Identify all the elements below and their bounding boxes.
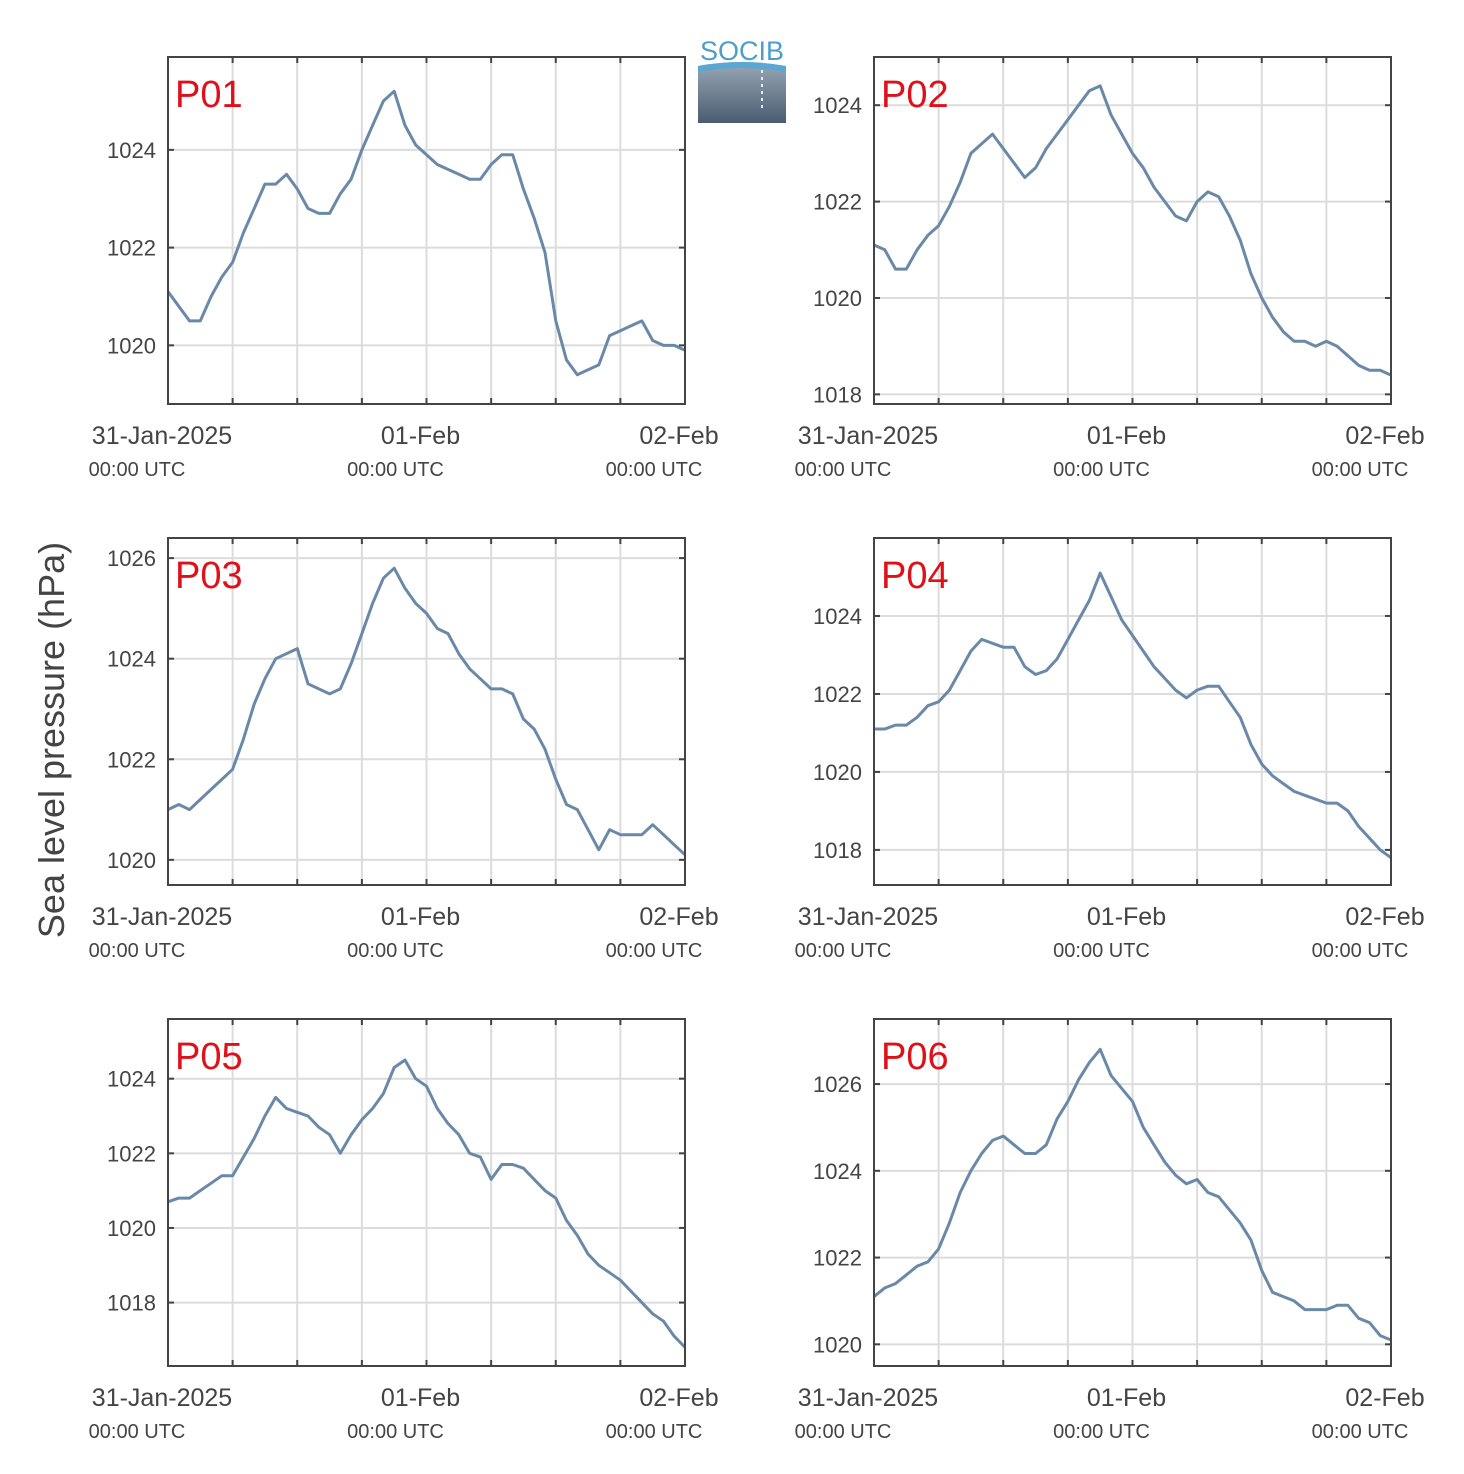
x-tick-time-label: 00:00 UTC bbox=[89, 459, 186, 481]
x-tick-time-label: 00:00 UTC bbox=[795, 940, 892, 962]
pressure-series-line bbox=[873, 84, 1392, 377]
y-tick-label: 1022 bbox=[107, 747, 156, 772]
x-tick-time-label: 00:00 UTC bbox=[606, 940, 703, 962]
x-tick-time-label: 00:00 UTC bbox=[606, 459, 703, 481]
y-tick-label: 1022 bbox=[813, 682, 862, 707]
pressure-series-line bbox=[167, 566, 687, 856]
x-tick-date-label: 31-Jan-2025 bbox=[798, 903, 938, 931]
x-tick-time-label: 00:00 UTC bbox=[795, 1421, 892, 1443]
y-tick-label: 1024 bbox=[813, 1159, 862, 1184]
x-tick-date-label: 02-Feb bbox=[1345, 422, 1424, 450]
x-tick-date-label: 31-Jan-2025 bbox=[92, 903, 232, 931]
panel-label: P05 bbox=[175, 1036, 243, 1078]
panels: 1020 1022 1024 31-Jan-2025 00:00 UTC 01-Feb 00… bbox=[89, 56, 1425, 1443]
panel-label: P04 bbox=[881, 555, 949, 597]
x-tick-date-label: 02-Feb bbox=[639, 903, 718, 931]
x-tick-date-label: 01-Feb bbox=[1087, 903, 1166, 931]
y-tick-label: 1020 bbox=[107, 1216, 156, 1241]
x-tick-time-label: 00:00 UTC bbox=[795, 459, 892, 481]
y-tick-label: 1018 bbox=[813, 838, 862, 863]
panel-p03: 1020 1022 1024 1026 31-Jan-2025 00:00 UTC 01-F… bbox=[89, 537, 719, 962]
y-tick-label: 1020 bbox=[107, 848, 156, 873]
pressure-series-line bbox=[874, 571, 1392, 859]
panel-label: P06 bbox=[881, 1036, 949, 1078]
y-tick-label: 1020 bbox=[813, 1332, 862, 1357]
y-tick-label: 1020 bbox=[813, 760, 862, 785]
x-tick-date-label: 01-Feb bbox=[381, 422, 460, 450]
y-tick-label: 1026 bbox=[813, 1072, 862, 1097]
y-tick-label: 1022 bbox=[107, 236, 156, 261]
y-tick-label: 1024 bbox=[813, 93, 862, 118]
y-axis-label: Sea level pressure (hPa) bbox=[31, 542, 72, 938]
pressure-series-line bbox=[873, 1047, 1392, 1342]
x-tick-date-label: 01-Feb bbox=[381, 903, 460, 931]
x-tick-time-label: 00:00 UTC bbox=[1053, 1421, 1150, 1443]
x-tick-time-label: 00:00 UTC bbox=[1312, 1421, 1409, 1443]
x-tick-time-label: 00:00 UTC bbox=[1053, 940, 1150, 962]
x-tick-time-label: 00:00 UTC bbox=[1053, 459, 1150, 481]
pressure-series-line bbox=[167, 1058, 687, 1349]
y-tick-label: 1022 bbox=[813, 1246, 862, 1271]
y-tick-label: 1018 bbox=[107, 1291, 156, 1316]
x-tick-date-label: 01-Feb bbox=[1087, 422, 1166, 450]
y-tick-label: 1024 bbox=[107, 1067, 156, 1092]
panel-label: P02 bbox=[881, 74, 949, 116]
x-tick-time-label: 00:00 UTC bbox=[89, 940, 186, 962]
y-tick-label: 1026 bbox=[107, 546, 156, 571]
x-tick-time-label: 00:00 UTC bbox=[1312, 459, 1409, 481]
socib-logo-text: SOCIB bbox=[700, 36, 784, 66]
x-tick-time-label: 00:00 UTC bbox=[606, 1421, 703, 1443]
y-tick-label: 1024 bbox=[813, 604, 862, 629]
y-tick-label: 1018 bbox=[813, 382, 862, 407]
panel-p05: 1018 1020 1022 1024 31-Jan-2025 00:00 UTC 01-F… bbox=[89, 1018, 719, 1443]
panel-p06: 1020 1022 1024 1026 31-Jan-2025 00:00 UTC 01-F… bbox=[795, 1018, 1425, 1443]
x-tick-date-label: 31-Jan-2025 bbox=[92, 1384, 232, 1412]
x-tick-time-label: 00:00 UTC bbox=[1312, 940, 1409, 962]
x-tick-date-label: 31-Jan-2025 bbox=[92, 422, 232, 450]
x-tick-time-label: 00:00 UTC bbox=[347, 940, 444, 962]
x-tick-date-label: 31-Jan-2025 bbox=[798, 422, 938, 450]
panel-label: P03 bbox=[175, 555, 243, 597]
y-tick-label: 1020 bbox=[107, 333, 156, 358]
panel-p01: 1020 1022 1024 31-Jan-2025 00:00 UTC 01-Feb 00… bbox=[89, 56, 719, 481]
x-tick-date-label: 02-Feb bbox=[1345, 1384, 1424, 1412]
x-tick-date-label: 02-Feb bbox=[639, 422, 718, 450]
y-tick-label: 1022 bbox=[107, 1141, 156, 1166]
y-tick-label: 1024 bbox=[107, 138, 156, 163]
x-tick-date-label: 31-Jan-2025 bbox=[798, 1384, 938, 1412]
socib-logo: SOCIB bbox=[698, 36, 786, 123]
x-tick-date-label: 01-Feb bbox=[381, 1384, 460, 1412]
panel-p02: 1018 1020 1022 1024 31-Jan-2025 00:00 UTC 01-F… bbox=[795, 56, 1425, 481]
x-tick-time-label: 00:00 UTC bbox=[89, 1421, 186, 1443]
panel-label: P01 bbox=[175, 74, 243, 116]
y-tick-label: 1022 bbox=[813, 190, 862, 215]
x-tick-date-label: 02-Feb bbox=[639, 1384, 718, 1412]
panel-p04: 1018 1020 1022 1024 31-Jan-2025 00:00 UTC 01-F… bbox=[795, 537, 1425, 962]
y-tick-label: 1024 bbox=[107, 647, 156, 672]
x-tick-time-label: 00:00 UTC bbox=[347, 459, 444, 481]
x-tick-time-label: 00:00 UTC bbox=[347, 1421, 444, 1443]
x-tick-date-label: 01-Feb bbox=[1087, 1384, 1166, 1412]
y-tick-label: 1020 bbox=[813, 286, 862, 311]
pressure-series-line bbox=[166, 89, 686, 377]
x-tick-date-label: 02-Feb bbox=[1345, 903, 1424, 931]
